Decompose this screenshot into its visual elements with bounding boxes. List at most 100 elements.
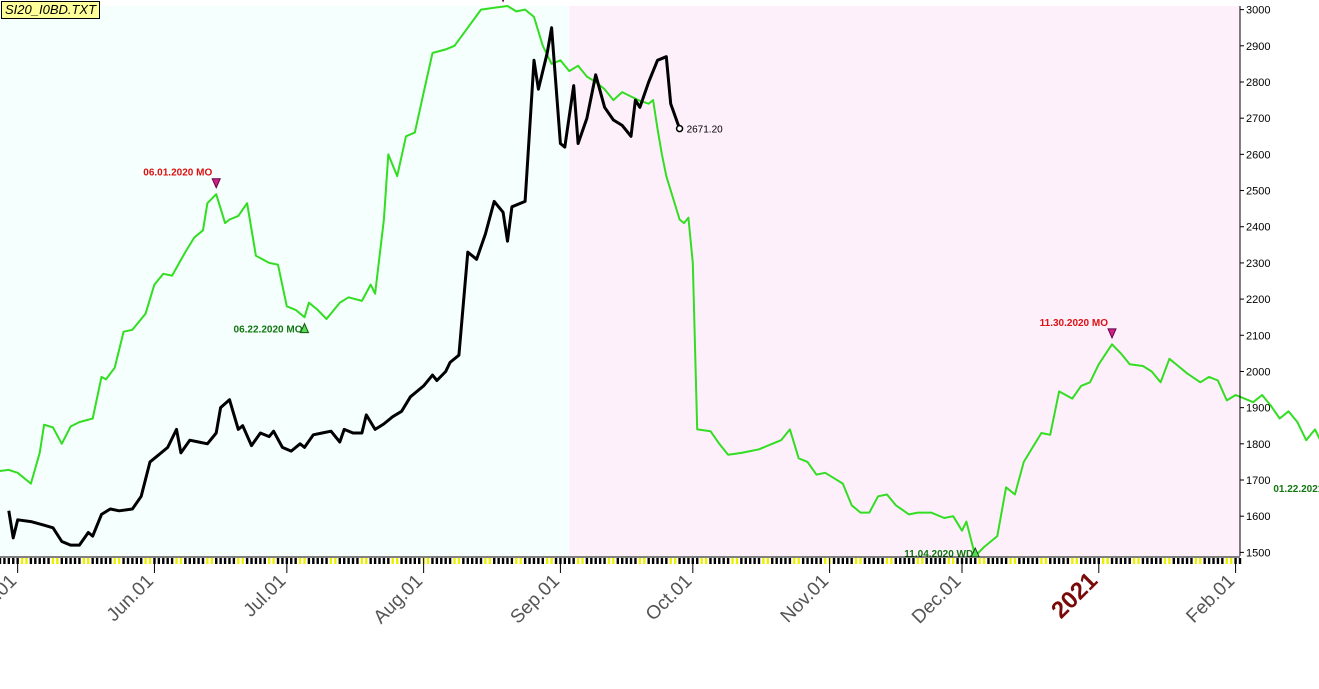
x-day-tick xyxy=(638,558,642,564)
x-day-tick xyxy=(215,558,218,564)
x-day-tick xyxy=(801,558,805,564)
x-day-tick xyxy=(762,558,765,564)
x-day-tick xyxy=(938,558,942,564)
x-day-tick xyxy=(554,558,558,564)
x-day-tick xyxy=(462,558,465,564)
x-day-tick xyxy=(466,558,469,564)
x-day-tick xyxy=(1044,558,1048,564)
x-day-tick xyxy=(731,558,734,564)
high-label-5: 11.30.2020 MO xyxy=(1040,318,1109,329)
x-day-tick xyxy=(219,558,222,564)
x-day-tick xyxy=(991,558,995,564)
x-day-tick xyxy=(104,558,108,564)
x-day-tick xyxy=(365,558,368,564)
x-day-tick xyxy=(1009,558,1012,564)
x-day-tick xyxy=(259,558,262,564)
x-tick-label: Feb.01 xyxy=(1182,571,1239,628)
x-day-tick xyxy=(704,558,708,564)
x-day-tick xyxy=(1212,558,1215,564)
x-day-tick xyxy=(64,558,68,564)
x-day-tick xyxy=(175,558,178,564)
x-day-tick xyxy=(1053,558,1056,564)
x-day-tick xyxy=(69,558,72,564)
x-day-tick xyxy=(647,558,650,564)
x-day-tick xyxy=(148,558,152,564)
x-day-tick xyxy=(850,558,853,564)
x-day-tick xyxy=(832,558,836,564)
x-day-tick xyxy=(872,558,875,564)
x-day-tick xyxy=(687,558,690,564)
x-day-tick xyxy=(603,558,606,564)
x-day-tick xyxy=(493,558,496,564)
x-day-tick xyxy=(810,558,814,564)
x-day-tick xyxy=(122,558,125,564)
x-day-tick xyxy=(678,558,681,564)
x-day-tick xyxy=(572,558,575,564)
x-day-tick xyxy=(453,558,456,564)
x-day-tick xyxy=(1026,558,1030,564)
x-day-tick xyxy=(1110,558,1114,564)
x-day-tick xyxy=(519,558,522,564)
low-label-4: 11.04.2020 WD xyxy=(904,549,973,560)
x-day-tick xyxy=(1062,558,1065,564)
y-tick-label: 2600 xyxy=(1246,149,1270,161)
x-day-tick xyxy=(87,558,90,564)
x-day-tick xyxy=(612,558,615,564)
x-day-tick xyxy=(1124,558,1127,564)
x-day-tick xyxy=(1150,558,1153,564)
x-day-tick xyxy=(775,558,778,564)
y-tick-label: 3000 xyxy=(1246,5,1270,17)
x-day-tick xyxy=(594,558,597,564)
x-day-tick xyxy=(616,558,619,564)
y-tick-label: 1500 xyxy=(1246,547,1270,559)
x-day-tick xyxy=(267,558,271,564)
y-tick-label: 2700 xyxy=(1246,113,1270,125)
x-day-tick xyxy=(1075,558,1078,564)
x-day-tick xyxy=(629,558,633,564)
x-day-tick xyxy=(1071,558,1074,564)
file-label: SI20_I0BD.TXT xyxy=(1,1,101,19)
x-day-tick xyxy=(1238,558,1242,564)
x-day-tick xyxy=(272,558,275,564)
x-day-tick xyxy=(660,558,664,564)
x-day-tick xyxy=(162,558,165,564)
y-tick-label: 2800 xyxy=(1246,77,1270,89)
x-day-tick xyxy=(523,558,527,564)
x-day-tick xyxy=(771,558,774,564)
x-tick-label: Nov.01 xyxy=(777,571,833,627)
x-day-tick xyxy=(135,558,138,564)
x-tick-label: Jul.01 xyxy=(240,571,291,622)
x-day-tick xyxy=(515,558,518,564)
high-marker-1 xyxy=(211,178,221,189)
x-day-tick xyxy=(1049,558,1052,564)
x-day-tick xyxy=(1154,558,1158,564)
x-day-tick xyxy=(996,558,999,564)
x-day-tick xyxy=(232,558,236,564)
x-day-tick xyxy=(206,558,209,564)
x-day-tick xyxy=(431,558,434,564)
x-day-tick xyxy=(281,558,284,564)
x-day-tick xyxy=(943,558,946,564)
x-day-tick xyxy=(47,558,50,564)
x-day-tick xyxy=(1066,558,1070,564)
x-day-tick xyxy=(541,558,544,564)
x-day-tick xyxy=(294,558,297,564)
x-day-tick xyxy=(876,558,880,564)
x-day-tick xyxy=(325,558,328,564)
x-day-tick xyxy=(38,558,41,564)
x-tick-label: Oct.01 xyxy=(642,571,696,625)
x-day-tick xyxy=(656,558,659,564)
x-day-tick xyxy=(868,558,871,564)
x-day-tick xyxy=(7,558,11,564)
x-day-tick xyxy=(1013,558,1017,564)
x-day-tick xyxy=(1106,558,1109,564)
x-day-tick xyxy=(1185,558,1189,564)
y-tick-label: 2400 xyxy=(1246,222,1270,234)
x-day-tick xyxy=(320,558,324,564)
x-day-tick xyxy=(735,558,739,564)
x-day-tick xyxy=(766,558,770,564)
x-day-tick xyxy=(497,558,500,564)
x-day-tick xyxy=(819,558,822,564)
x-day-tick xyxy=(378,558,381,564)
x-day-tick xyxy=(95,558,99,564)
